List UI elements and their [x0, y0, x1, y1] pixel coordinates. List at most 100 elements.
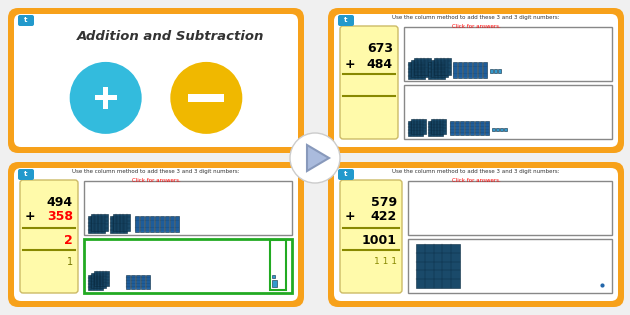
Text: Click for answers.: Click for answers.	[452, 24, 500, 28]
Bar	[113, 214, 130, 231]
Bar	[150, 216, 154, 232]
Bar	[170, 216, 174, 232]
Bar	[483, 62, 487, 78]
Bar	[135, 216, 139, 232]
FancyBboxPatch shape	[18, 169, 34, 180]
Bar	[91, 214, 108, 231]
Bar	[492, 128, 495, 131]
Bar	[404, 27, 612, 81]
Bar	[475, 121, 479, 135]
Bar	[94, 271, 109, 286]
Bar	[465, 121, 469, 135]
Bar	[455, 121, 459, 135]
Bar	[270, 240, 286, 290]
Bar	[431, 60, 448, 77]
Bar	[140, 216, 144, 232]
Bar	[155, 216, 159, 232]
Text: Addition and Subtraction: Addition and Subtraction	[77, 30, 265, 43]
Bar	[431, 119, 446, 134]
Text: 358: 358	[47, 210, 73, 224]
FancyBboxPatch shape	[14, 168, 298, 301]
Bar	[428, 62, 445, 79]
Bar	[408, 181, 612, 235]
Bar	[146, 275, 150, 289]
Text: 1: 1	[67, 257, 73, 267]
Bar	[160, 216, 164, 232]
Text: Use the column method to add these 3 and 3 digit numbers:: Use the column method to add these 3 and…	[392, 169, 559, 174]
Bar	[175, 216, 179, 232]
Bar	[480, 121, 484, 135]
Bar	[94, 95, 117, 100]
Circle shape	[290, 133, 340, 183]
Bar	[414, 58, 431, 75]
Bar	[126, 275, 130, 289]
Bar	[494, 69, 497, 73]
Bar	[411, 60, 428, 77]
Text: 579: 579	[371, 196, 397, 209]
FancyBboxPatch shape	[338, 15, 354, 26]
Bar	[500, 128, 503, 131]
FancyBboxPatch shape	[328, 162, 624, 307]
FancyBboxPatch shape	[334, 14, 618, 147]
FancyBboxPatch shape	[18, 15, 34, 26]
Bar	[145, 216, 149, 232]
Text: +: +	[25, 210, 36, 224]
Text: 1 1 1: 1 1 1	[374, 257, 397, 266]
Bar	[141, 275, 145, 289]
Bar	[110, 216, 127, 233]
Text: 494: 494	[47, 196, 73, 209]
Bar	[473, 62, 477, 78]
Bar	[165, 216, 169, 232]
Bar	[103, 87, 108, 109]
Bar	[84, 239, 292, 293]
Text: Click for answers.: Click for answers.	[132, 177, 180, 182]
Bar	[136, 275, 140, 289]
FancyBboxPatch shape	[338, 169, 354, 180]
Text: t: t	[344, 18, 348, 24]
FancyBboxPatch shape	[328, 8, 624, 153]
Text: 422: 422	[370, 210, 397, 224]
Bar	[504, 128, 507, 131]
Bar	[470, 121, 474, 135]
FancyBboxPatch shape	[334, 168, 618, 301]
Text: 673: 673	[367, 42, 393, 54]
Bar	[188, 94, 224, 102]
Bar	[88, 275, 103, 290]
Text: 2: 2	[64, 233, 73, 247]
Bar	[450, 121, 454, 135]
Text: Click for answers.: Click for answers.	[452, 177, 500, 182]
Text: t: t	[24, 18, 28, 24]
Text: Use the column method to add these 3 and 3 digit numbers:: Use the column method to add these 3 and…	[392, 14, 559, 20]
Bar	[408, 121, 423, 136]
Bar	[496, 128, 499, 131]
Bar	[272, 275, 275, 278]
FancyBboxPatch shape	[340, 180, 402, 293]
Bar	[458, 62, 462, 78]
Text: 484: 484	[367, 58, 393, 71]
Bar	[428, 121, 443, 136]
Bar	[404, 85, 612, 139]
Text: +: +	[345, 210, 355, 224]
Bar	[490, 69, 493, 73]
Text: +: +	[345, 58, 355, 71]
Bar	[485, 121, 489, 135]
Text: t: t	[24, 171, 28, 177]
Text: Use the column method to add these 3 and 3 digit numbers:: Use the column method to add these 3 and…	[72, 169, 240, 174]
FancyBboxPatch shape	[8, 8, 304, 153]
Bar	[411, 119, 426, 134]
Bar	[91, 273, 106, 288]
Ellipse shape	[170, 62, 243, 134]
Bar	[463, 62, 467, 78]
Bar	[416, 244, 460, 288]
Text: 1001: 1001	[362, 233, 397, 247]
Bar	[408, 62, 425, 79]
Bar	[88, 216, 105, 233]
FancyBboxPatch shape	[20, 180, 78, 293]
Text: t: t	[344, 171, 348, 177]
FancyBboxPatch shape	[340, 26, 398, 139]
FancyBboxPatch shape	[8, 162, 304, 307]
Bar	[434, 58, 451, 75]
Ellipse shape	[70, 62, 142, 134]
Bar	[460, 121, 464, 135]
Bar	[131, 275, 135, 289]
